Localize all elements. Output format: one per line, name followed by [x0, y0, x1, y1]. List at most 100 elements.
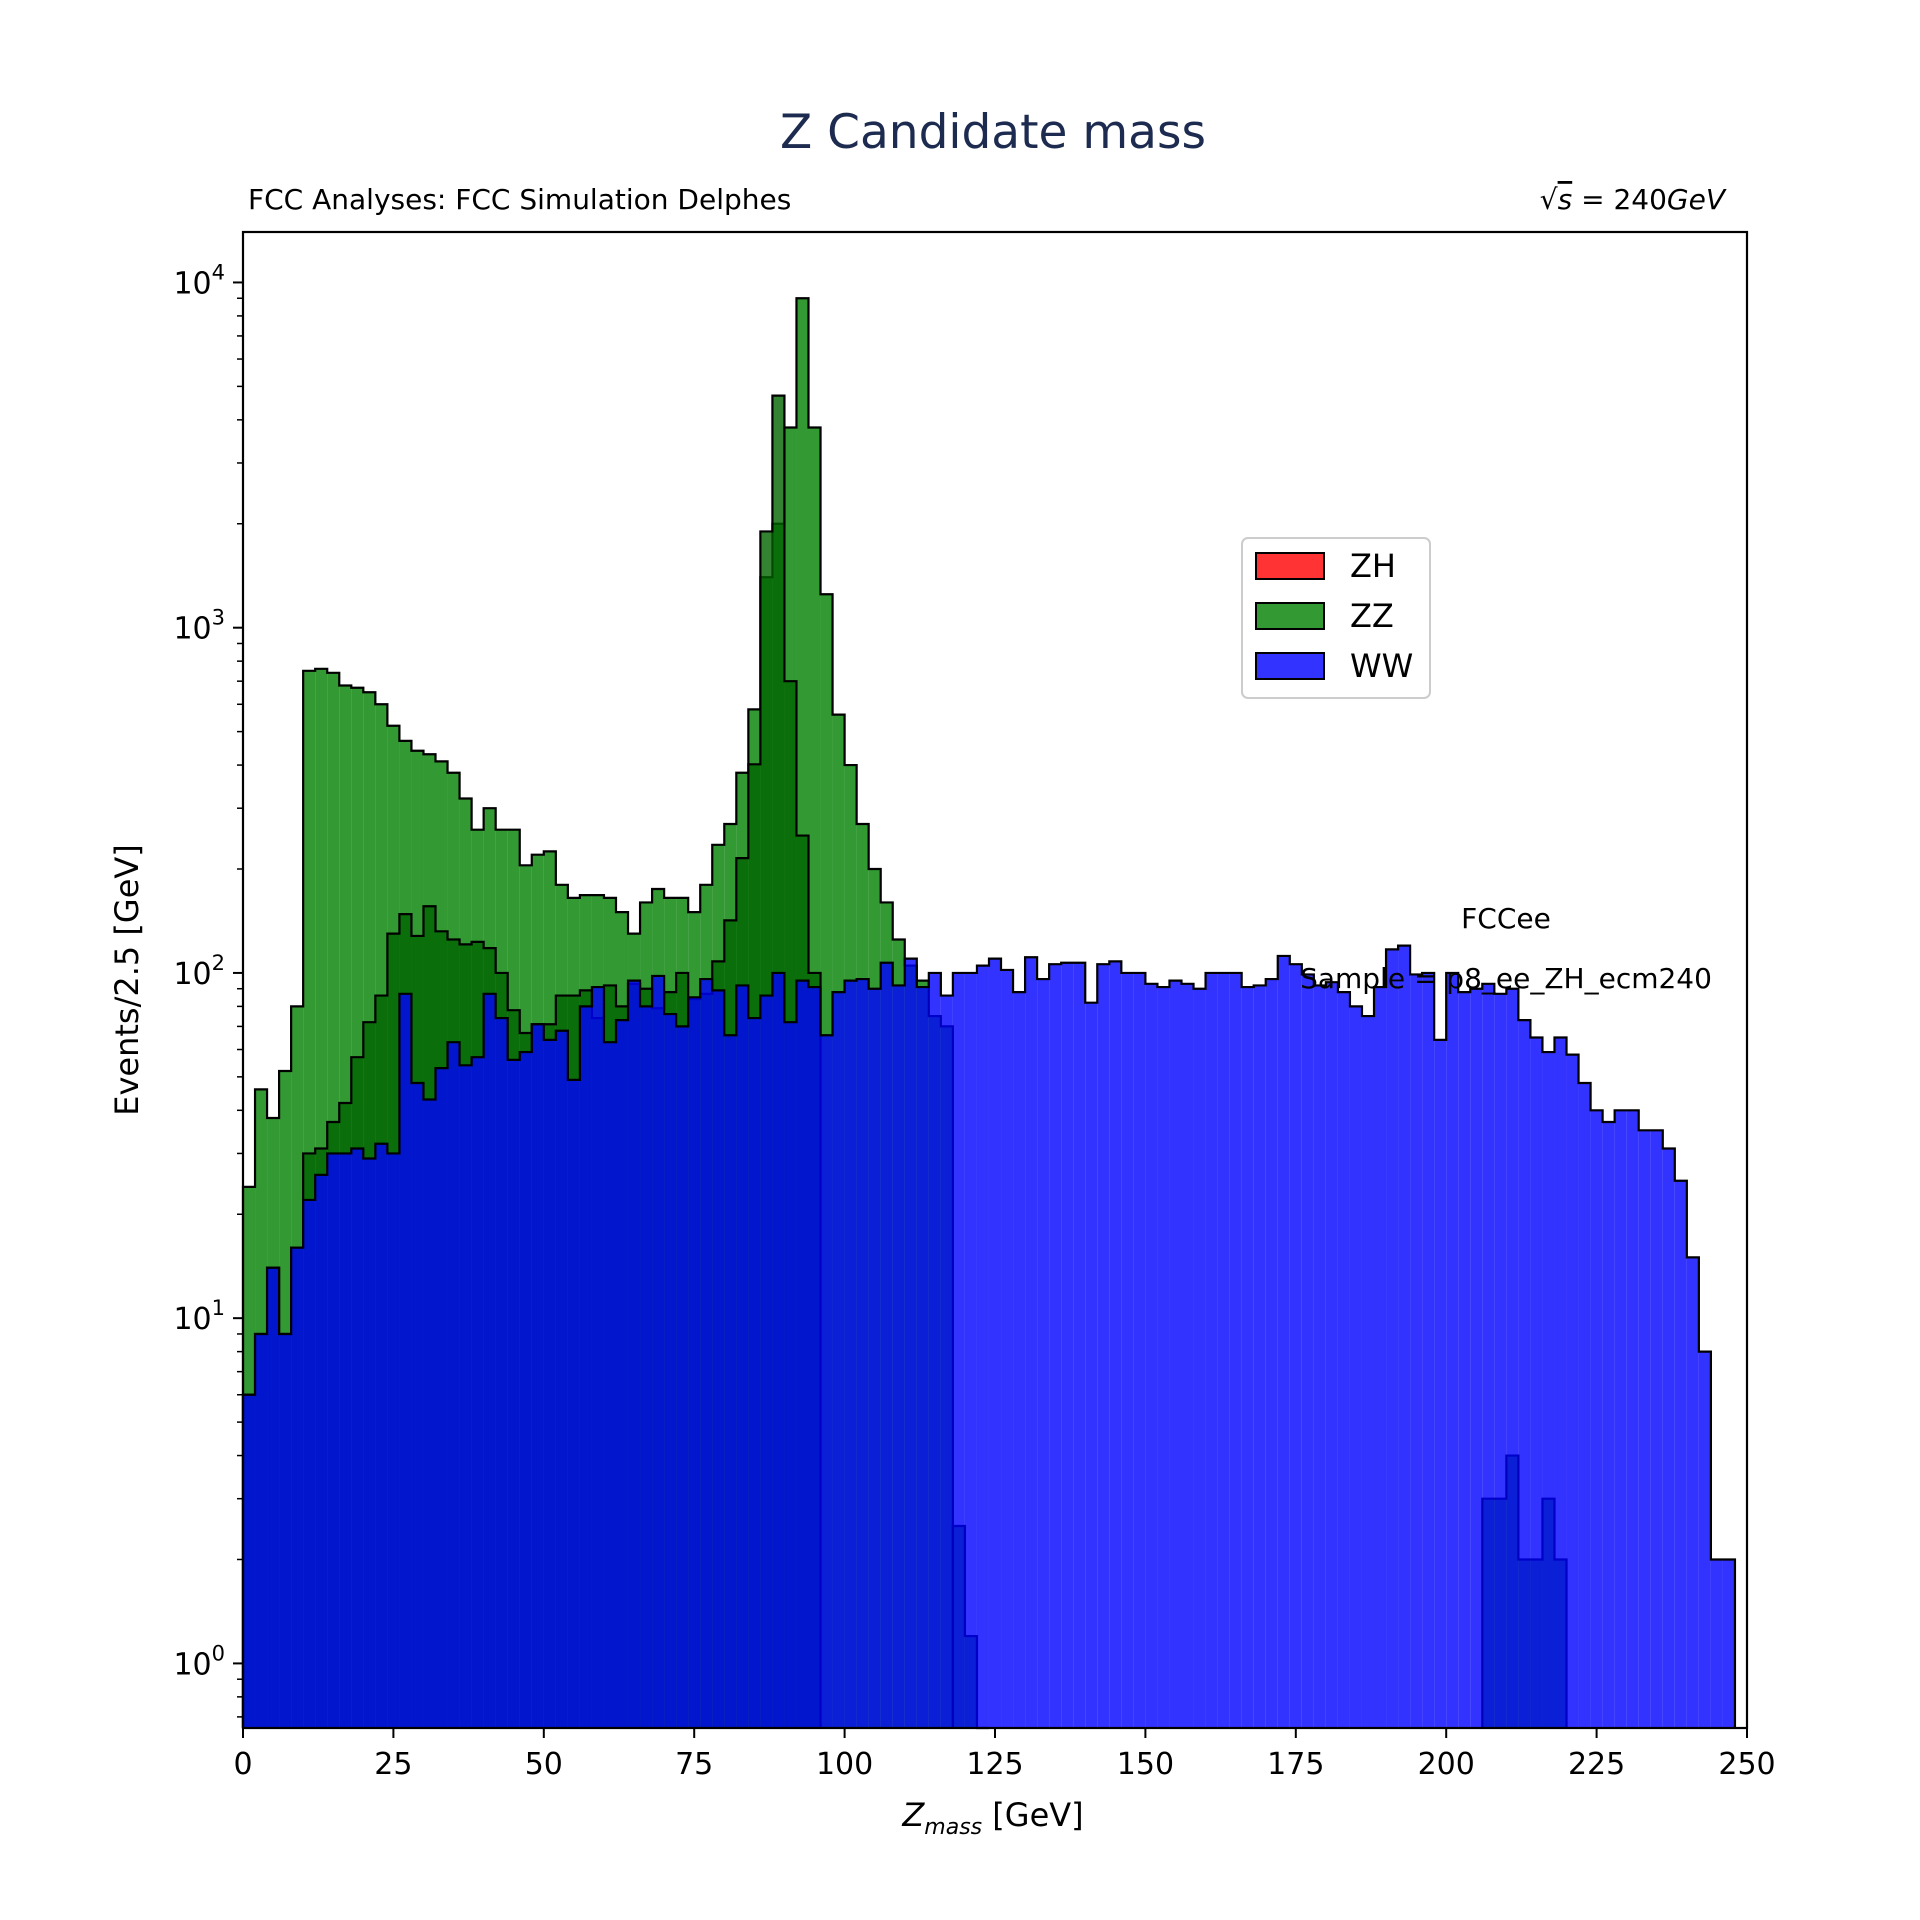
- x-tick-label: 0: [233, 1747, 252, 1782]
- histogram-bar: [1169, 981, 1181, 1728]
- histogram-bar: [1615, 1110, 1627, 1728]
- chart-subtitle-right: √s = 240GeV: [1540, 183, 1727, 216]
- histogram-bar: [556, 1031, 568, 1728]
- histogram-bar: [411, 1083, 423, 1728]
- histogram-bar: [1675, 1181, 1687, 1728]
- annotation-sample: Sample = p8_ee_ZH_ecm240: [1300, 962, 1712, 995]
- histogram-bar: [327, 1153, 339, 1728]
- histogram-bar: [1699, 1352, 1711, 1728]
- histogram-bar: [857, 979, 869, 1728]
- histogram-bar: [1494, 994, 1506, 1728]
- histogram-bar: [460, 1065, 472, 1728]
- histogram-bar: [953, 973, 965, 1728]
- annotation-fccee: FCCee: [1461, 902, 1551, 935]
- x-tick-label: 25: [374, 1747, 412, 1782]
- histogram-bar: [1181, 984, 1193, 1728]
- histogram-bar: [1145, 984, 1157, 1728]
- histogram-bar: [1711, 1559, 1723, 1728]
- histogram-bar: [869, 989, 881, 1728]
- histogram-bar: [568, 1080, 580, 1728]
- histogram-bar: [544, 1040, 556, 1728]
- histogram-bar: [1194, 989, 1206, 1728]
- histogram-bar: [1554, 1038, 1566, 1728]
- x-tick-label: 225: [1568, 1747, 1625, 1782]
- histogram-bar: [496, 1018, 508, 1728]
- histogram-bar: [1398, 946, 1410, 1728]
- x-tick-label: 175: [1267, 1747, 1324, 1782]
- histogram-bar: [255, 1334, 267, 1728]
- histogram-bar: [387, 1153, 399, 1728]
- histogram-bar: [917, 987, 929, 1728]
- histogram-bar: [315, 1175, 327, 1728]
- x-tick-label: 150: [1117, 1747, 1174, 1782]
- histogram-bar: [652, 976, 664, 1728]
- histogram-bar: [1218, 973, 1230, 1728]
- histogram-bar: [1446, 973, 1458, 1728]
- histogram-bar: [1386, 949, 1398, 1728]
- histogram-bar: [1133, 973, 1145, 1728]
- histogram-bar: [1290, 964, 1302, 1728]
- x-tick-label: 250: [1718, 1747, 1775, 1782]
- histogram-bar: [1109, 961, 1121, 1728]
- histogram-bar: [688, 997, 700, 1728]
- histogram-bar: [1121, 973, 1133, 1728]
- histogram-bar: [399, 994, 411, 1728]
- histogram-bar: [1049, 964, 1061, 1728]
- histogram-bar: [676, 1026, 688, 1728]
- histogram-bar: [1627, 1110, 1639, 1728]
- chart-title: Z Candidate mass: [780, 105, 1206, 160]
- histogram-bar: [1530, 1038, 1542, 1728]
- histogram-bar: [1603, 1122, 1615, 1728]
- histogram-bar: [1278, 956, 1290, 1728]
- histogram-bar: [1266, 979, 1278, 1728]
- histogram-bar: [1651, 1130, 1663, 1728]
- histogram-bar: [784, 1022, 796, 1728]
- histogram-bar: [592, 987, 604, 1728]
- histogram-bar: [1025, 957, 1037, 1728]
- histogram-bar: [351, 1149, 363, 1728]
- histogram-bar: [977, 966, 989, 1728]
- histogram-bar: [1362, 1016, 1374, 1728]
- legend-label-zh: ZH: [1350, 547, 1396, 585]
- x-tick-label: 200: [1418, 1747, 1475, 1782]
- histogram-bar: [1230, 973, 1242, 1728]
- y-axis-label: Events/2.5 [GeV]: [108, 844, 146, 1116]
- histogram-bar: [1350, 1006, 1362, 1728]
- histogram-bar: [1254, 985, 1266, 1728]
- histogram-bar: [303, 1200, 315, 1728]
- histogram-bar: [760, 996, 772, 1728]
- legend-label-ww: WW: [1350, 647, 1413, 685]
- histogram-bar: [616, 1020, 628, 1728]
- histogram-bar: [484, 994, 496, 1728]
- histogram-bar: [1567, 1055, 1579, 1728]
- histogram-bar: [796, 981, 808, 1728]
- histogram-bar: [1326, 982, 1338, 1728]
- histogram-bar: [1302, 974, 1314, 1728]
- histogram-bar: [845, 981, 857, 1728]
- histogram-bar: [929, 973, 941, 1728]
- legend-label-zz: ZZ: [1350, 597, 1394, 635]
- x-tick-label: 50: [525, 1747, 563, 1782]
- histogram-bar: [604, 1042, 616, 1728]
- histogram-bar: [1073, 963, 1085, 1728]
- x-tick-label: 100: [816, 1747, 873, 1782]
- histogram-bar: [1097, 964, 1109, 1728]
- histogram-bar: [1482, 984, 1494, 1728]
- legend-swatch-ww: [1256, 653, 1324, 679]
- histogram-bar: [279, 1334, 291, 1728]
- histogram-bar: [436, 1068, 448, 1728]
- histogram-bar: [532, 1024, 544, 1728]
- x-tick-label: 75: [675, 1747, 713, 1782]
- histogram-bar: [1206, 973, 1218, 1728]
- histogram-bar: [1518, 1020, 1530, 1728]
- histogram-bar: [448, 1042, 460, 1728]
- x-tick-label: 125: [966, 1747, 1023, 1782]
- histogram-bar: [1242, 987, 1254, 1728]
- histogram-bar: [1458, 992, 1470, 1728]
- histogram-bar: [965, 973, 977, 1728]
- histogram-bar: [1506, 989, 1518, 1728]
- histogram-bar: [941, 996, 953, 1728]
- histogram-bar: [712, 990, 724, 1728]
- histogram-bar: [291, 1248, 303, 1728]
- histogram-bar: [1687, 1257, 1699, 1728]
